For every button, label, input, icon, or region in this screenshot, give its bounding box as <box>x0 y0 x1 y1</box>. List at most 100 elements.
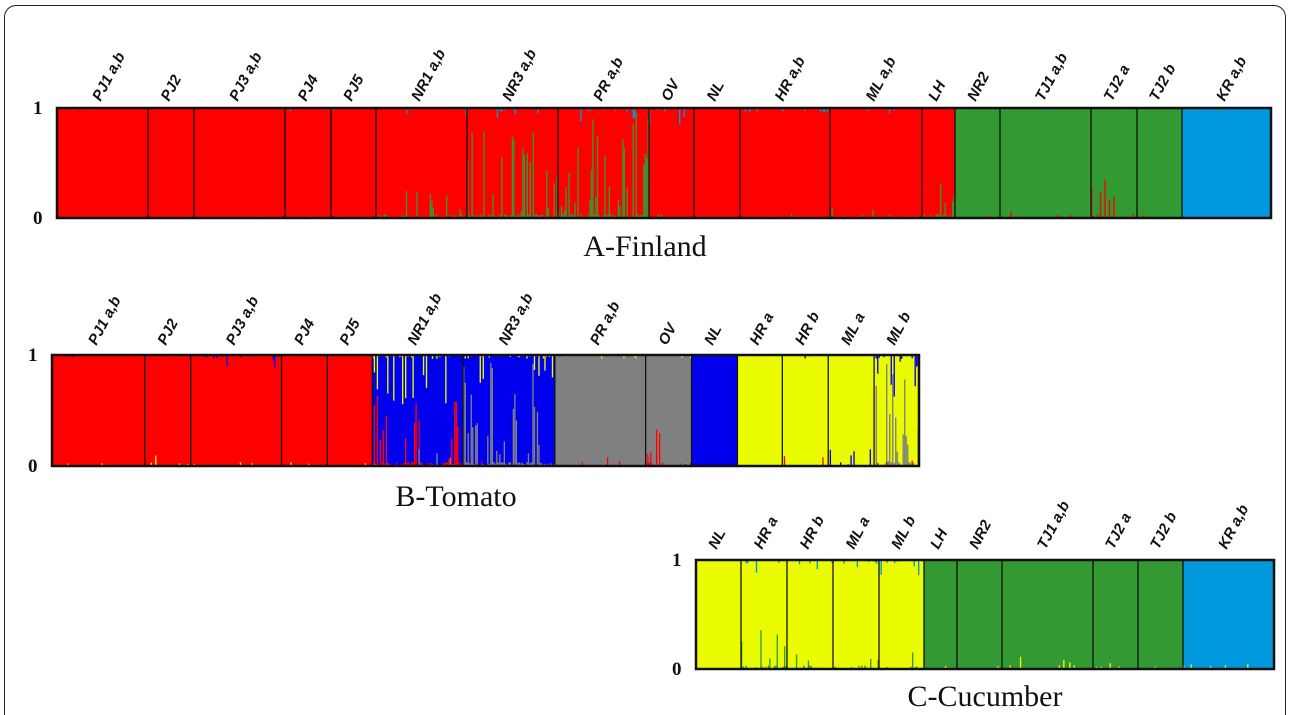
admixture-bar <box>1118 666 1120 669</box>
population-label: NL <box>705 526 729 552</box>
admixture-bar <box>1073 665 1075 669</box>
population-label: NL <box>704 78 728 104</box>
y-tick-label: 0 <box>28 456 38 477</box>
admixture-bar <box>1143 215 1145 218</box>
admixture-bar <box>475 215 478 218</box>
admixture-bar <box>501 108 503 112</box>
admixture-bar <box>418 449 420 466</box>
admixture-bar <box>635 112 637 218</box>
admixture-bar <box>435 214 438 218</box>
population-block <box>645 355 692 466</box>
admixture-bar <box>533 355 536 371</box>
admixture-bar <box>483 131 485 218</box>
admixture-bar <box>464 355 466 359</box>
admixture-bar <box>876 560 878 564</box>
admixture-bar <box>496 108 499 118</box>
admixture-bar <box>804 355 806 359</box>
admixture-bar <box>888 108 891 114</box>
admixture-bar <box>520 463 522 466</box>
admixture-bar <box>529 161 531 218</box>
population-label: PJ5 <box>336 316 364 348</box>
admixture-bar <box>776 634 778 669</box>
admixture-bar <box>410 355 413 358</box>
admixture-bar <box>412 355 414 398</box>
plot-frame <box>50 353 921 468</box>
admixture-bar <box>915 215 918 218</box>
admixture-bar <box>1216 108 1219 112</box>
population-label: PJ3 a,b <box>226 50 266 104</box>
population-block <box>696 560 742 669</box>
admixture-bar <box>647 454 649 466</box>
admixture-bar <box>760 630 762 669</box>
admixture-bar <box>492 194 494 218</box>
population-label: ML b <box>888 513 919 552</box>
admixture-bar <box>550 463 552 466</box>
admixture-bar <box>804 108 806 112</box>
population-block <box>190 355 282 466</box>
population-label: TJ2 b <box>1146 61 1179 104</box>
admixture-bar <box>923 214 925 218</box>
admixture-bar <box>384 214 387 218</box>
admixture-bar <box>1123 215 1125 218</box>
admixture-bar <box>1050 108 1053 112</box>
admixture-bar <box>819 108 821 112</box>
admixture-bar <box>401 215 403 218</box>
admixture-bar <box>610 213 612 218</box>
admixture-bar <box>418 419 420 466</box>
admixture-bar <box>809 665 811 669</box>
population-block <box>830 108 923 218</box>
admixture-bar <box>664 108 666 112</box>
admixture-bar <box>419 462 422 466</box>
admixture-bar <box>914 355 916 387</box>
admixture-bar <box>894 560 896 564</box>
population-label: HR b <box>792 309 823 348</box>
admixture-bar <box>773 666 775 669</box>
population-block <box>463 355 556 466</box>
admixture-bar <box>451 438 453 466</box>
admixture-bar <box>563 210 566 218</box>
admixture-bar <box>899 355 901 362</box>
admixture-bar <box>527 453 530 466</box>
admixture-bar <box>558 210 560 218</box>
admixture-bar <box>887 460 889 466</box>
admixture-bar <box>413 422 416 466</box>
admixture-bar <box>530 462 533 466</box>
admixture-bar <box>884 463 886 466</box>
admixture-bar <box>381 462 383 466</box>
admixture-bar <box>499 214 502 218</box>
population-label: LH <box>927 525 952 552</box>
admixture-bar <box>602 215 605 218</box>
admixture-bar <box>829 449 832 466</box>
admixture-bar <box>641 214 643 218</box>
admixture-bar <box>1104 179 1106 218</box>
admixture-bar <box>393 355 395 401</box>
admixture-bar <box>410 462 413 466</box>
population-block <box>554 355 646 466</box>
population-label: PJ2 <box>154 316 182 348</box>
admixture-bar <box>490 215 493 218</box>
admixture-bar <box>880 560 882 575</box>
population-block <box>57 108 149 218</box>
population-label: NR2 <box>966 517 995 552</box>
admixture-bar <box>940 183 942 218</box>
admixture-bar <box>890 462 892 466</box>
population-label: NR1 a,b <box>408 47 449 104</box>
admixture-bar <box>861 214 864 218</box>
admixture-bar <box>775 665 777 669</box>
admixture-bar <box>875 385 877 466</box>
admixture-bar <box>741 641 743 669</box>
admixture-bar <box>911 460 913 466</box>
admixture-bar <box>888 214 891 218</box>
admixture-bar <box>626 189 628 218</box>
admixture-bar <box>782 108 784 112</box>
admixture-bar <box>824 108 826 113</box>
admixture-bar <box>569 214 572 218</box>
admixture-bar <box>376 355 379 390</box>
admixture-bar <box>1010 211 1012 218</box>
population-block <box>144 355 191 466</box>
admixture-bar <box>910 463 912 466</box>
admixture-bar <box>898 462 900 466</box>
admixture-bar <box>475 463 477 466</box>
admixture-bar <box>497 462 500 466</box>
population-block <box>376 108 468 218</box>
